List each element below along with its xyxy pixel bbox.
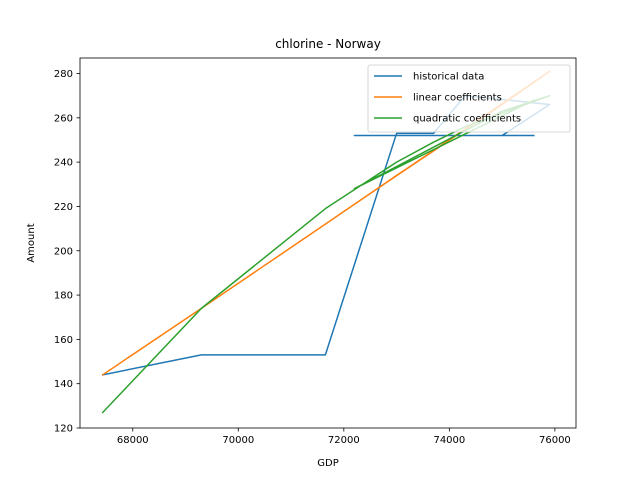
legend: historical data linear coefficients quadra… <box>367 64 571 133</box>
legend-label-0: historical data <box>413 72 484 83</box>
chart-title: chlorine - Norway <box>275 37 381 51</box>
x-tick-label-2: 72000 <box>328 435 360 446</box>
x-tick-label-4: 76000 <box>539 435 571 446</box>
y-tick-label-2: 160 <box>54 335 73 346</box>
y-tick-label-3: 180 <box>54 291 73 302</box>
legend-box <box>367 64 571 133</box>
series-line-1 <box>101 70 551 376</box>
x-axis: 68000 70000 72000 74000 76000 <box>117 428 571 446</box>
y-tick-label-7: 260 <box>54 113 73 124</box>
y-tick-label-1: 140 <box>54 379 73 390</box>
legend-label-1: linear coefficients <box>413 93 502 104</box>
y-tick-label-5: 220 <box>54 202 73 213</box>
series-line-2 <box>101 94 551 414</box>
y-tick-label-6: 240 <box>54 158 73 169</box>
y-tick-label-8: 280 <box>54 69 73 80</box>
x-axis-label: GDP <box>317 458 338 469</box>
plot-frame <box>79 57 577 429</box>
y-tick-label-0: 120 <box>54 424 73 435</box>
x-tick-label-3: 74000 <box>433 435 465 446</box>
x-tick-label-0: 68000 <box>117 435 149 446</box>
x-tick-label-1: 70000 <box>222 435 254 446</box>
y-axis: 120 140 160 180 200 220 240 260 280 <box>54 69 80 435</box>
y-axis-label: Amount <box>26 223 37 262</box>
legend-label-2: quadratic coefficients <box>413 114 521 125</box>
y-tick-label-4: 200 <box>54 246 73 257</box>
